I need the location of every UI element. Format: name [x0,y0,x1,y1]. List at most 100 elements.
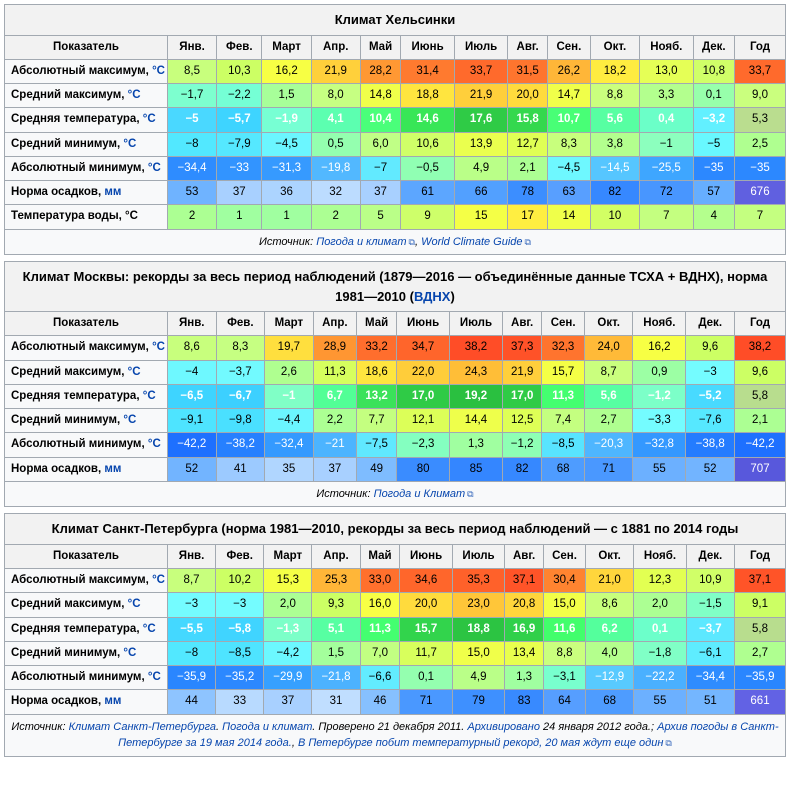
data-cell: −19,8 [311,156,360,180]
data-cell: −5,7 [217,108,262,132]
unit-link[interactable]: °C [143,113,156,125]
unit-link[interactable]: мм [104,186,121,198]
data-cell: 35,3 [452,569,504,593]
data-cell: −25,5 [640,156,694,180]
unit-link[interactable]: °C [148,438,161,450]
unit-link[interactable]: °C [152,341,165,353]
data-cell: 44 [167,690,215,714]
climate-table: Климат Москвы: рекорды за весь период на… [4,261,786,507]
title-link[interactable]: ВДНХ [414,289,451,304]
data-cell: 6,0 [360,132,401,156]
data-cell: 21,9 [502,360,541,384]
data-cell: −5,8 [216,617,264,641]
data-cell: 1 [217,205,262,229]
unit-link[interactable]: °C [123,138,136,150]
data-cell: 13,2 [357,384,397,408]
data-row: Абсолютный минимум, °C−34,4−33−31,3−19,8… [5,156,786,180]
data-cell: 9 [401,205,454,229]
data-cell: −3,7 [686,617,734,641]
source-link[interactable]: В Петербурге побит температурный рекорд,… [298,737,672,749]
data-cell: −35,9 [735,666,786,690]
unit-link[interactable]: мм [104,695,121,707]
unit-link[interactable]: °C [128,89,141,101]
unit-link[interactable]: °C [152,574,165,586]
data-row: Абсолютный максимум, °C8,68,319,728,933,… [5,336,786,360]
month-header: Год [735,312,786,336]
data-cell: 13,9 [454,132,508,156]
data-cell: −5 [167,108,216,132]
data-cell: −31,3 [262,156,311,180]
unit-link[interactable]: °C [152,65,165,77]
data-cell: 28,2 [360,59,401,83]
data-cell: 21,0 [586,569,634,593]
unit-link[interactable]: °C [148,671,161,683]
source-cell: Источник: Погода и климат, World Climate… [5,229,786,255]
month-header: Авг. [505,544,544,568]
data-row: Норма осадков, мм52413537498085826871555… [5,457,786,481]
data-cell: 2,2 [313,409,356,433]
data-cell: 55 [634,690,686,714]
data-cell: 4,0 [586,641,634,665]
data-cell: 19,7 [265,336,314,360]
month-header: Сен. [543,544,585,568]
data-cell: 14,8 [360,84,401,108]
data-cell: 2 [311,205,360,229]
data-cell: −3,3 [633,409,686,433]
data-cell: 7,0 [360,641,400,665]
unit-link[interactable]: °C [123,647,136,659]
data-cell: 16,2 [262,59,311,83]
month-header: Окт. [586,544,634,568]
arch-link[interactable]: Архивировано [467,721,540,733]
data-cell: −3 [686,360,735,384]
data-cell: 6,7 [313,384,356,408]
data-cell: 33,7 [454,59,508,83]
row-label: Средний минимум, °C [5,132,168,156]
data-cell: −33 [217,156,262,180]
month-header: Июнь [401,35,454,59]
data-cell: 661 [735,690,786,714]
data-cell: −34,4 [686,666,734,690]
data-cell: 37,1 [505,569,544,593]
data-cell: 21,9 [311,59,360,83]
table-title: Климат Москвы: рекорды за весь период на… [5,262,786,312]
unit-link[interactable]: °C [143,623,156,635]
data-cell: 11,3 [313,360,356,384]
source-link[interactable]: Погода и климат [316,236,415,248]
data-cell: 37,1 [735,569,786,593]
unit-link[interactable]: °C [123,414,136,426]
data-cell: −6,7 [216,384,265,408]
data-cell: −7,9 [217,132,262,156]
data-cell: −35 [693,156,734,180]
row-label: Средняя температура, °C [5,617,168,641]
data-cell: 2,1 [508,156,547,180]
data-cell: −12,9 [586,666,634,690]
data-cell: 1,3 [450,433,503,457]
month-header: Сен. [542,312,584,336]
data-cell: −35,9 [167,666,215,690]
source-link[interactable]: Погода и климат [222,721,312,733]
data-cell: 26,2 [547,59,590,83]
unit-link[interactable]: °C [143,390,156,402]
data-cell: 24,0 [584,336,633,360]
source-link[interactable]: World Climate Guide [421,236,531,248]
data-cell: 33 [216,690,264,714]
source-link[interactable]: Погода и Климат [374,488,474,500]
data-cell: −35,2 [216,666,264,690]
data-cell: 66 [454,181,508,205]
month-header: Год [735,35,786,59]
data-cell: 9,1 [735,593,786,617]
data-cell: 25,3 [312,569,360,593]
data-cell: 38,2 [450,336,503,360]
data-cell: 6,2 [586,617,634,641]
data-cell: 10,2 [216,569,264,593]
data-cell: 2,7 [735,641,786,665]
unit-link[interactable]: °C [148,162,161,174]
unit-link[interactable]: мм [104,463,121,475]
data-cell: 5 [360,205,401,229]
data-cell: 22,0 [397,360,450,384]
unit-link[interactable]: °C [128,598,141,610]
data-cell: 7 [735,205,786,229]
source-link[interactable]: Климат Санкт-Петербурга [69,721,216,733]
unit-link[interactable]: °C [128,366,141,378]
data-cell: 18,8 [401,84,454,108]
